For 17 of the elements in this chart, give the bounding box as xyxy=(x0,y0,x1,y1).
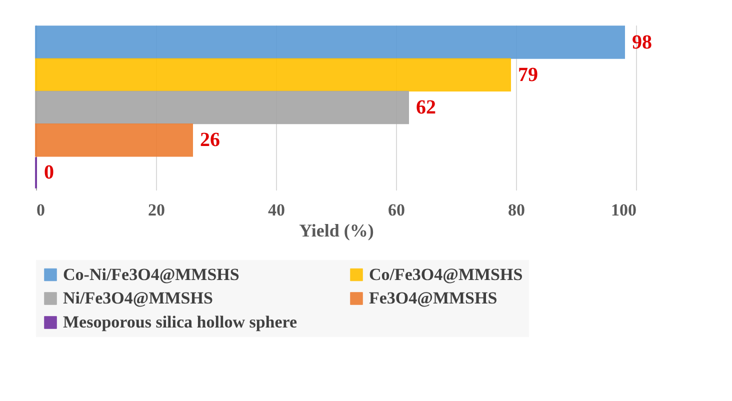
x-tick-label: 20 xyxy=(148,200,165,220)
legend-label: Co/Fe3O4@MMSHS xyxy=(369,264,523,284)
data-label: 26 xyxy=(200,129,220,152)
data-label: 79 xyxy=(518,64,538,86)
x-tick-label: 80 xyxy=(508,200,525,220)
legend-label: Mesoporous silica hollow sphere xyxy=(63,312,298,332)
x-axis-title: Yield (%) xyxy=(299,220,374,240)
x-tick-label: 40 xyxy=(268,200,285,220)
x-tick-label: 0 xyxy=(36,200,45,220)
data-label: 62 xyxy=(416,96,436,118)
legend-label: Co-Ni/Fe3O4@MMSHS xyxy=(63,264,240,284)
x-tick-label: 60 xyxy=(388,200,405,220)
legend-label: Fe3O4@MMSHS xyxy=(369,288,498,308)
legend-label: Ni/Fe3O4@MMSHS xyxy=(63,288,213,308)
data-label: 98 xyxy=(632,31,652,54)
x-tick-label: 100 xyxy=(611,200,636,220)
data-label: 0 xyxy=(44,162,54,184)
